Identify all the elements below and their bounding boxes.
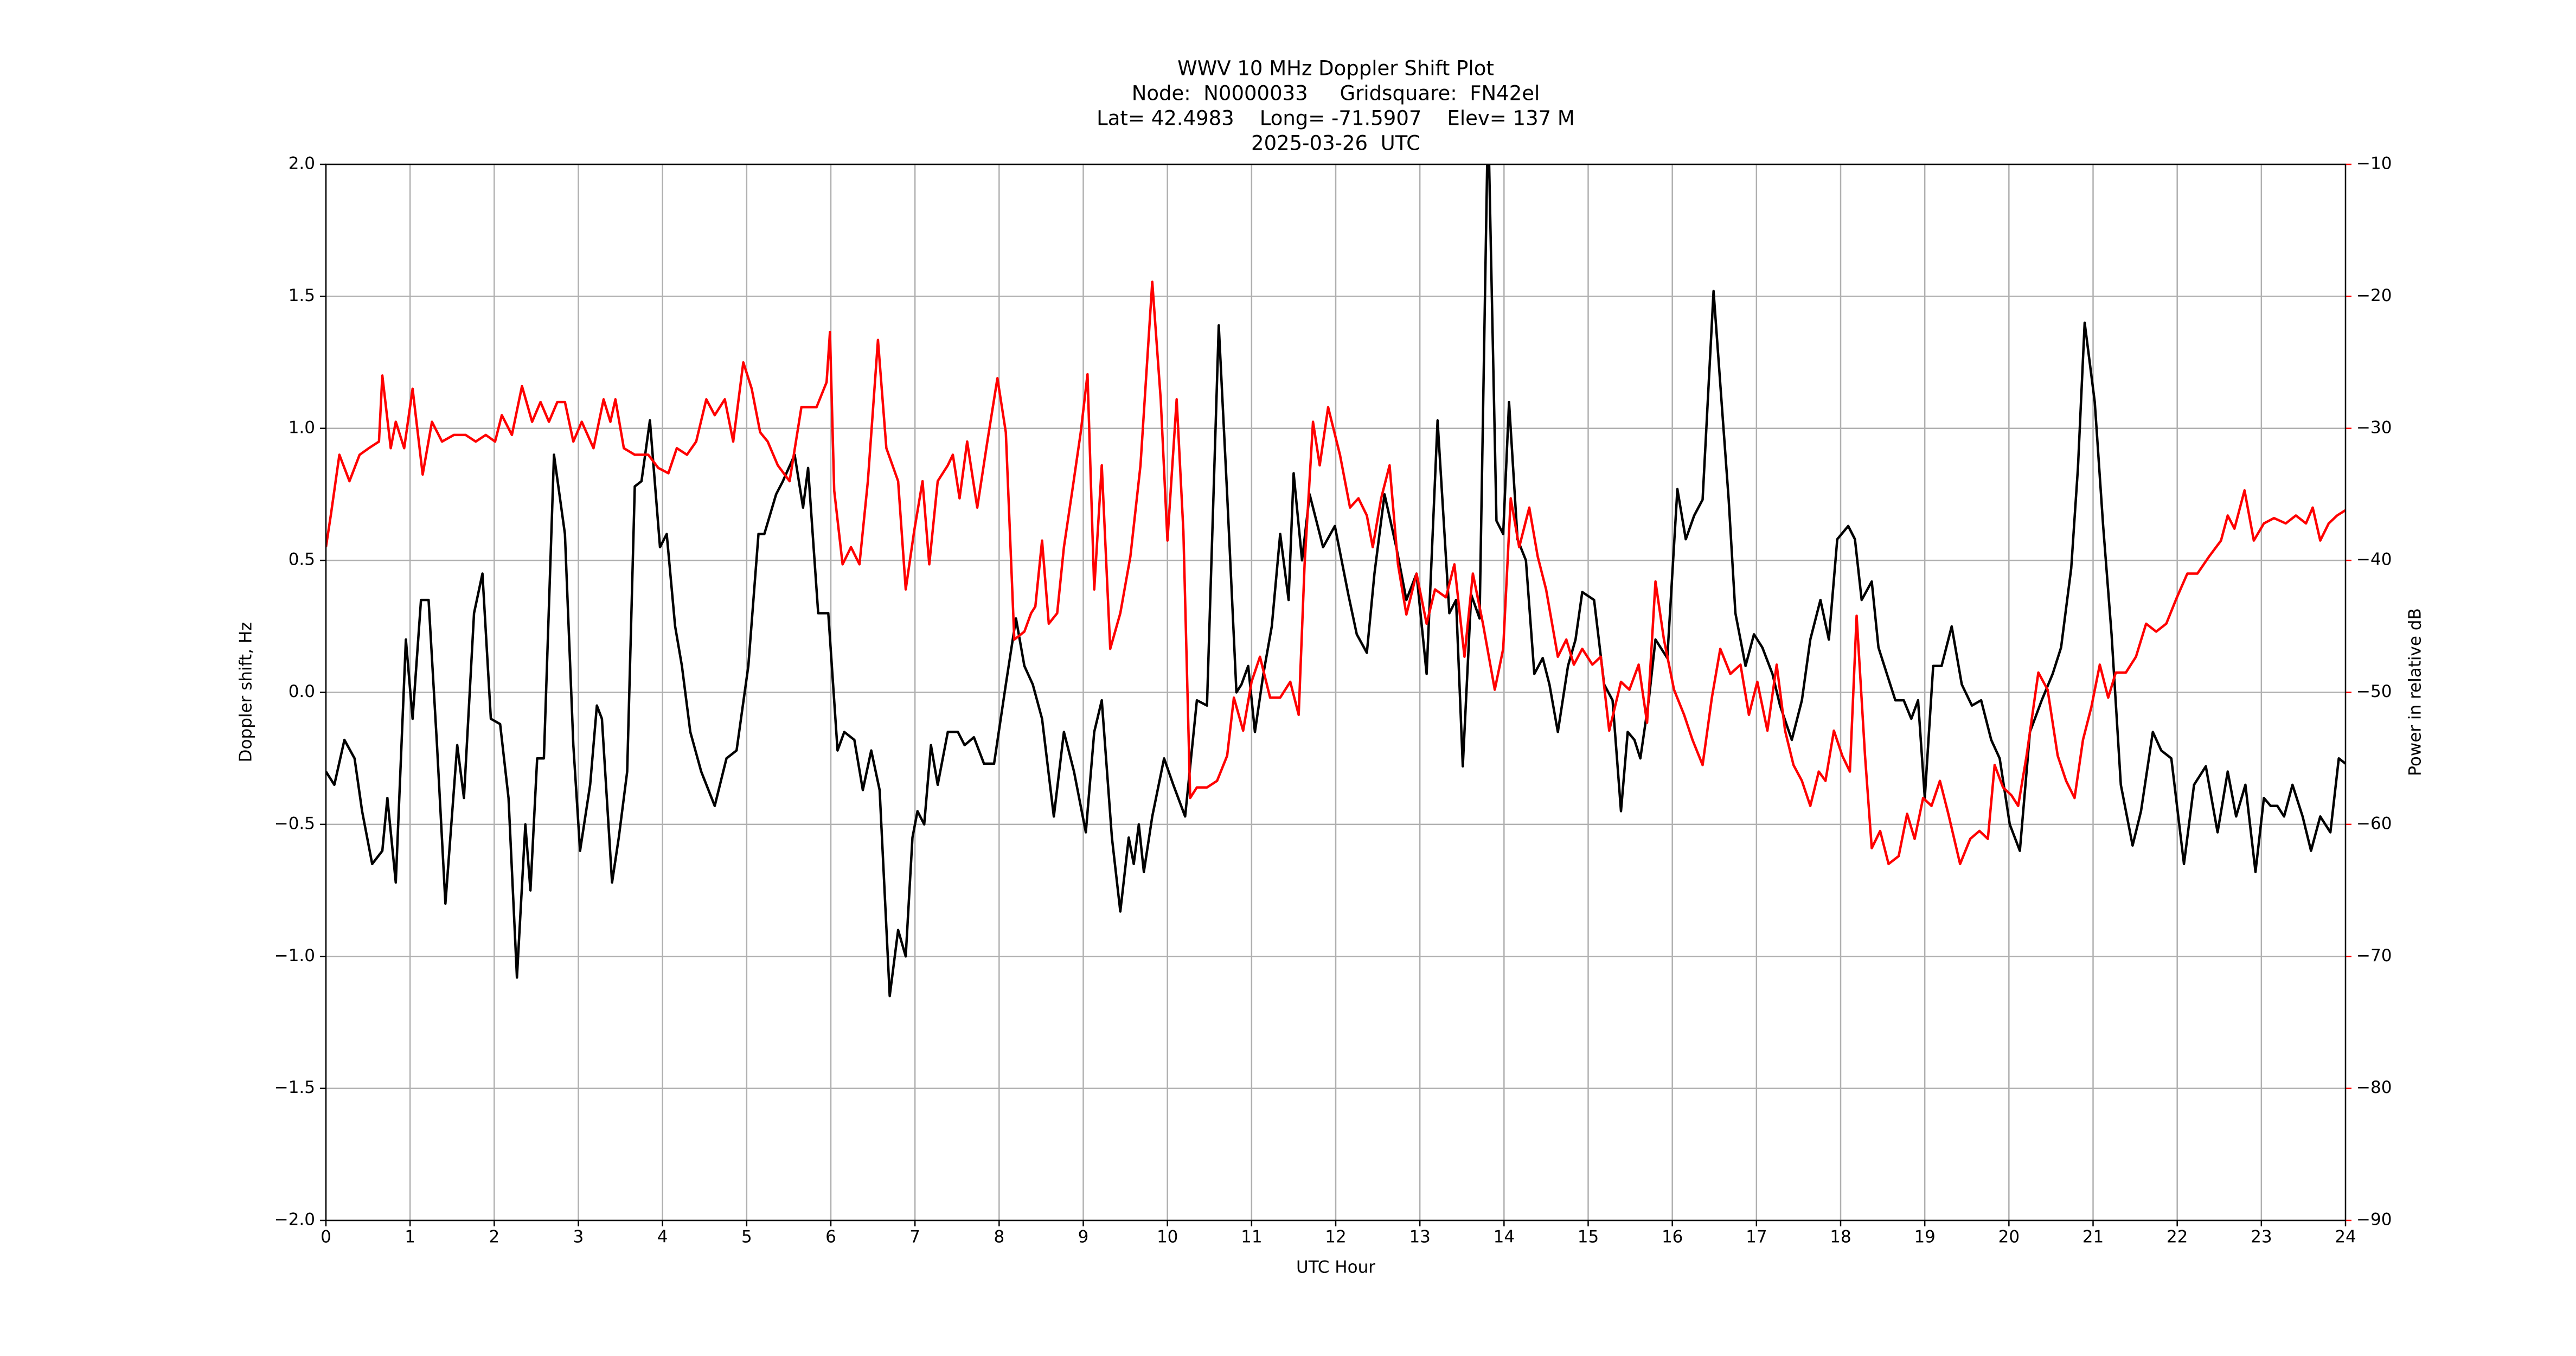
chart-subtitle: 2025-03-26 UTC [1251, 132, 1420, 155]
x-tick-label: 16 [1662, 1227, 1683, 1247]
x-tick-label: 3 [573, 1227, 584, 1247]
x-tick-label: 1 [405, 1227, 415, 1247]
y-tick-label: 2.0 [289, 154, 315, 174]
y-tick-label: 0.0 [289, 682, 315, 701]
x-tick-label: 18 [1830, 1227, 1851, 1247]
x-tick-label: 4 [657, 1227, 668, 1247]
y2-tick-label: −90 [2356, 1210, 2392, 1230]
y2-tick-label: −10 [2356, 154, 2392, 174]
x-tick-label: 11 [1241, 1227, 1262, 1247]
x-tick-label: 21 [2082, 1227, 2104, 1247]
y-tick-label: −1.5 [274, 1078, 315, 1097]
x-tick-label: 2 [489, 1227, 499, 1247]
x-tick-label: 20 [1998, 1227, 2020, 1247]
x-tick-label: 7 [909, 1227, 920, 1247]
y2-tick-label: −70 [2356, 946, 2392, 965]
x-tick-label: 12 [1325, 1227, 1346, 1247]
y-tick-label: 0.5 [289, 550, 315, 570]
y-tick-label: −0.5 [274, 814, 315, 833]
y-axis-label: Doppler shift, Hz [236, 622, 256, 763]
x-tick-label: 5 [741, 1227, 752, 1247]
y2-tick-label: −40 [2356, 550, 2392, 570]
x-axis-label: UTC Hour [1296, 1258, 1375, 1277]
x-tick-label: 22 [2167, 1227, 2188, 1247]
y2-tick-label: −50 [2356, 682, 2392, 701]
x-tick-label: 15 [1578, 1227, 1599, 1247]
x-tick-label: 24 [2335, 1227, 2356, 1247]
x-tick-label: 19 [1914, 1227, 1935, 1247]
y-tick-label: 1.0 [289, 418, 315, 437]
y-tick-label: −2.0 [274, 1210, 315, 1230]
plot-area [326, 164, 2346, 997]
x-tick-label: 17 [1746, 1227, 1767, 1247]
chart-title: WWV 10 MHz Doppler Shift Plot [1177, 57, 1494, 80]
chart-subtitle: Node: N0000033 Gridsquare: FN42el [1132, 82, 1540, 105]
x-tick-label: 8 [994, 1227, 1004, 1247]
y2-tick-label: −20 [2356, 286, 2392, 305]
x-tick-label: 23 [2251, 1227, 2272, 1247]
y2-axis-label: Power in relative dB [2406, 608, 2425, 776]
data-line [326, 164, 2346, 997]
y-tick-label: −1.0 [274, 946, 315, 965]
x-tick-label: 0 [321, 1227, 331, 1247]
y2-tick-label: −30 [2356, 418, 2392, 437]
y2-tick-label: −80 [2356, 1078, 2392, 1097]
x-tick-label: 14 [1494, 1227, 1515, 1247]
x-tick-label: 10 [1157, 1227, 1178, 1247]
x-tick-label: 6 [825, 1227, 836, 1247]
y2-tick-label: −60 [2356, 814, 2392, 833]
plot-frame [325, 163, 2347, 1221]
x-tick-label: 13 [1409, 1227, 1430, 1247]
y-tick-label: 1.5 [289, 286, 315, 305]
chart-subtitle: Lat= 42.4983 Long= -71.5907 Elev= 137 M [1097, 107, 1575, 130]
x-tick-label: 9 [1078, 1227, 1089, 1247]
data-line [326, 280, 2346, 866]
